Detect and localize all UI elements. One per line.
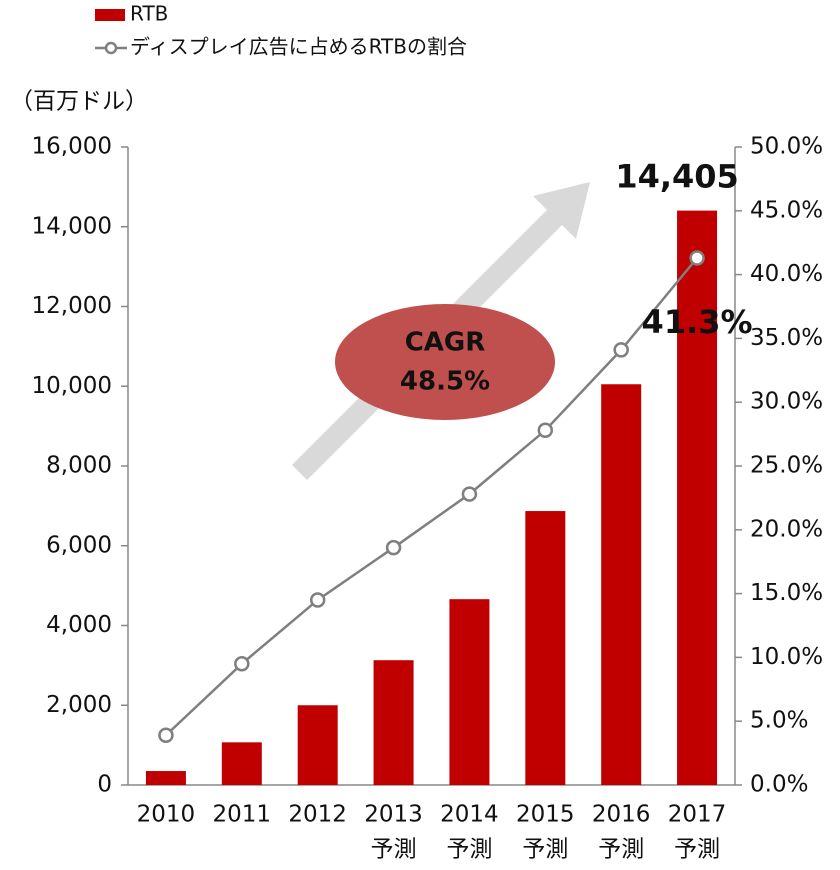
line-marker — [234, 656, 250, 672]
line-marker — [158, 727, 174, 743]
value-label: 14,405 — [615, 158, 738, 196]
y-tick-label: 8,000 — [46, 453, 112, 479]
axis-unit: （百万ドル） — [10, 89, 148, 115]
y-tick-label: 10,000 — [32, 373, 112, 399]
x-tick-label: 2012 — [288, 802, 347, 828]
x-tick-label: 2013 — [364, 802, 423, 828]
x-tick-label: 2010 — [137, 802, 196, 828]
line-marker — [385, 539, 402, 556]
x-tick-label: 2017 — [668, 802, 727, 828]
line-marker — [309, 592, 326, 608]
line-marker — [537, 422, 554, 439]
cagr-ellipse — [335, 304, 555, 420]
y2-tick-label: 45.0% — [750, 197, 823, 223]
legend-swatch — [104, 41, 118, 55]
x-tick-label: 予測 — [598, 837, 644, 863]
y2-tick-label: 35.0% — [750, 325, 823, 351]
line-marker — [461, 486, 478, 502]
y-tick-label: 4,000 — [46, 612, 112, 638]
y2-tick-label: 30.0% — [750, 389, 823, 415]
bar — [449, 599, 490, 785]
y2-tick-label: 0.0% — [750, 772, 808, 798]
bar — [297, 705, 338, 785]
line-marker — [613, 342, 629, 358]
legend-swatch — [95, 9, 125, 21]
x-tick-label: 予測 — [522, 837, 568, 863]
x-tick-label: 予測 — [371, 837, 417, 863]
y2-tick-label: 40.0% — [750, 261, 823, 287]
x-tick-label: 2016 — [592, 802, 651, 828]
y2-tick-label: 5.0% — [750, 708, 808, 734]
y2-tick-label: 25.0% — [750, 453, 823, 479]
x-tick-label: 予測 — [674, 837, 720, 863]
y-tick-label: 0 — [97, 772, 112, 798]
line — [165, 257, 699, 737]
bar — [373, 660, 414, 785]
y-tick-label: 6,000 — [46, 532, 112, 558]
annotation: CAGR — [405, 328, 486, 358]
y-tick-label: 16,000 — [32, 134, 112, 160]
legend-label: RTB — [130, 2, 168, 26]
x-tick-label: 2015 — [516, 802, 575, 828]
x-tick-label: 予測 — [446, 837, 492, 863]
bar — [221, 742, 262, 785]
x-tick-label: 2011 — [213, 802, 272, 828]
y2-tick-label: 10.0% — [750, 644, 823, 670]
y-tick-label: 14,000 — [32, 213, 112, 239]
y-tick-label: 2,000 — [46, 692, 112, 718]
y2-tick-label: 15.0% — [750, 580, 823, 606]
legend-label: ディスプレイ広告に占めるRTBの割合 — [130, 35, 467, 59]
bar — [145, 771, 186, 785]
y2-tick-label: 50.0% — [750, 134, 823, 160]
bar — [677, 210, 718, 785]
line-marker — [689, 250, 705, 266]
value-label: 41.3% — [642, 303, 753, 341]
annotation: 48.5% — [400, 367, 490, 397]
y-tick-label: 12,000 — [32, 293, 112, 319]
y2-tick-label: 20.0% — [750, 516, 823, 542]
bar — [601, 384, 642, 785]
bar — [525, 511, 566, 785]
x-tick-label: 2014 — [440, 802, 499, 828]
